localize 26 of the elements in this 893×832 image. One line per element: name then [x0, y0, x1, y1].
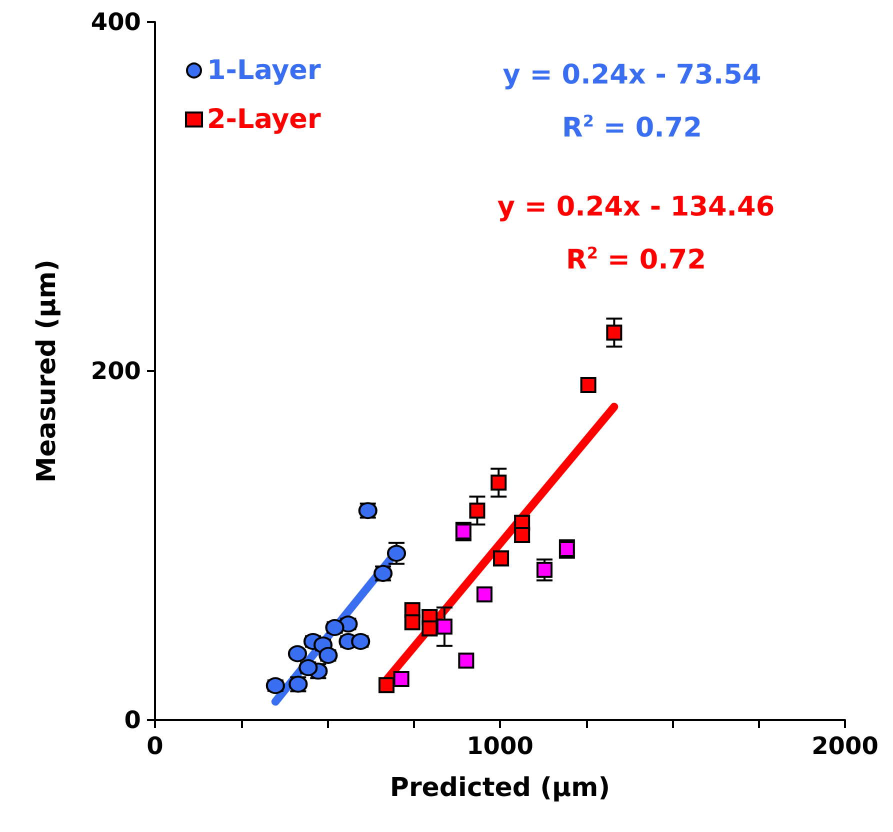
annotation: y = 0.24x - 134.46	[497, 192, 775, 222]
point	[288, 645, 307, 662]
point	[325, 619, 344, 636]
point	[536, 562, 553, 578]
x-tick-label: 2000	[812, 732, 878, 760]
annotation: y = 0.24x - 73.54	[502, 60, 762, 90]
point	[387, 544, 406, 562]
point	[436, 618, 452, 635]
point	[606, 324, 622, 341]
x-axis-title: Predicted (µm)	[390, 773, 610, 803]
point	[580, 376, 596, 393]
y-tick-label: 400	[90, 8, 141, 36]
y-tick-label: 0	[124, 706, 141, 734]
legend-label: 2-Layer	[207, 104, 322, 135]
y-tick-label: 200	[90, 357, 141, 385]
x-tick-label: 0	[146, 732, 164, 760]
point	[458, 652, 474, 669]
point	[393, 670, 410, 687]
legend-label: 1-Layer	[207, 55, 322, 86]
point	[490, 474, 507, 491]
point	[469, 502, 486, 519]
point	[476, 586, 492, 602]
point	[378, 677, 394, 694]
x-tick-label: 1000	[466, 732, 534, 760]
y-axis-title: Measured (µm)	[32, 259, 62, 483]
point	[404, 614, 420, 630]
